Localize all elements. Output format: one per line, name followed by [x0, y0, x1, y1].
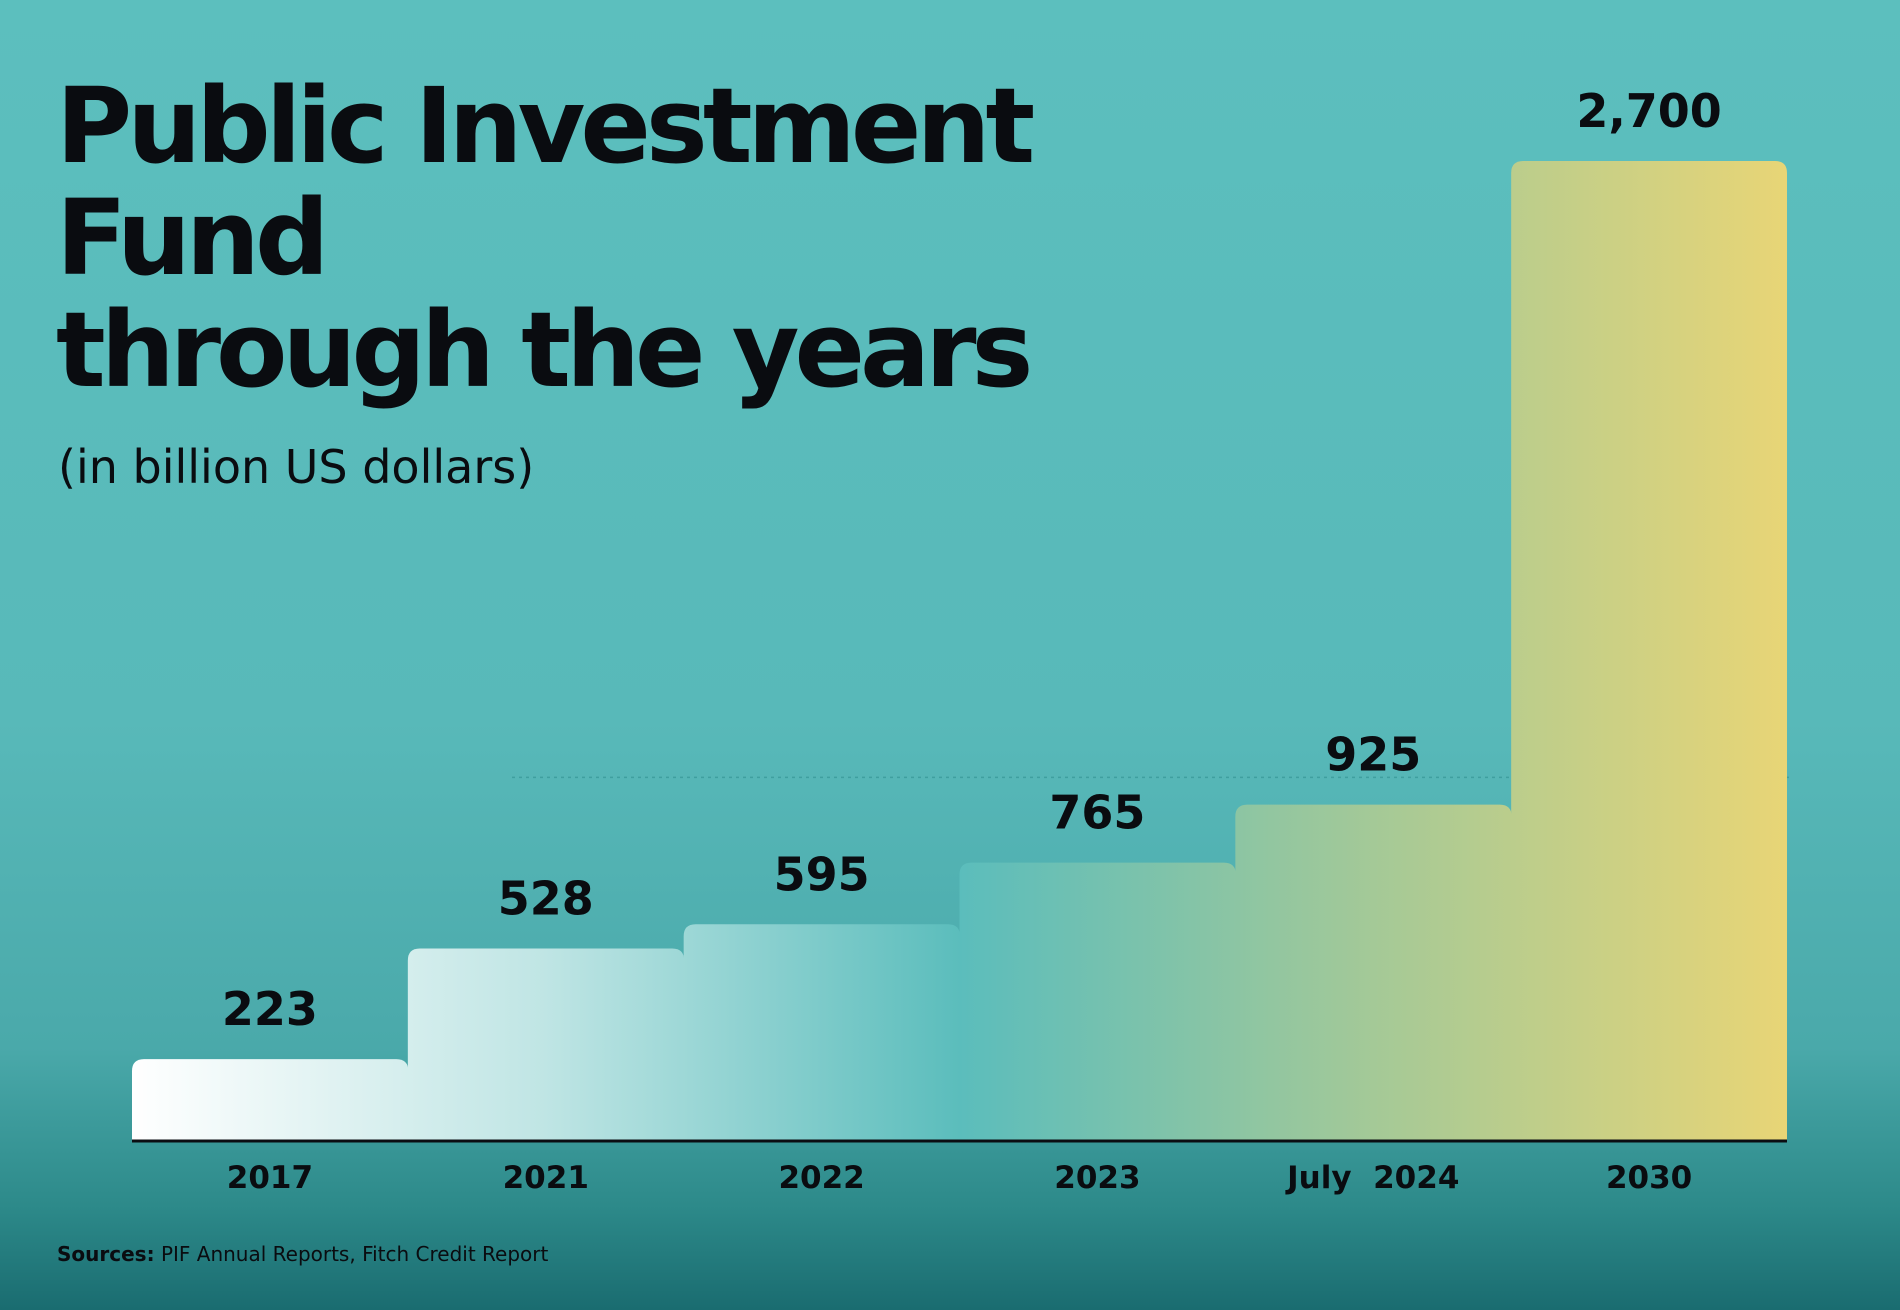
title-line-3: through the years [56, 289, 1033, 411]
x-tick-label: 2022 [778, 1160, 864, 1196]
bar-2017 [132, 1059, 409, 1140]
sources-note: Sources: PIF Annual Reports, Fitch Credi… [57, 1242, 548, 1266]
data-label: 2,700 [1576, 84, 1722, 138]
sources-text: PIF Annual Reports, Fitch Credit Report [160, 1242, 549, 1266]
x-tick-label: 2023 [1054, 1160, 1140, 1196]
sources-label: Sources: [57, 1242, 155, 1266]
bar-july-2024 [1235, 804, 1512, 1140]
data-label: 595 [774, 847, 870, 901]
data-label: 223 [222, 982, 318, 1036]
x-tick-label: July 2024 [1285, 1160, 1459, 1196]
bar-2030 [1511, 161, 1787, 1140]
bar-2022 [683, 924, 960, 1140]
x-tick-label: 2017 [227, 1160, 313, 1196]
x-tick-label: 2021 [503, 1160, 589, 1196]
bar-2021 [407, 948, 685, 1140]
bar-2023 [959, 862, 1236, 1140]
data-label: 528 [498, 872, 594, 926]
chart-title: Public Investment Fund through the years [56, 70, 1156, 406]
title-line-2: Fund [56, 177, 329, 299]
x-tick-label: 2030 [1606, 1160, 1692, 1196]
chart-subtitle: (in billion US dollars) [58, 440, 535, 494]
data-label: 925 [1325, 728, 1421, 782]
title-line-1: Public Investment [56, 65, 1035, 187]
data-label: 765 [1049, 786, 1145, 840]
